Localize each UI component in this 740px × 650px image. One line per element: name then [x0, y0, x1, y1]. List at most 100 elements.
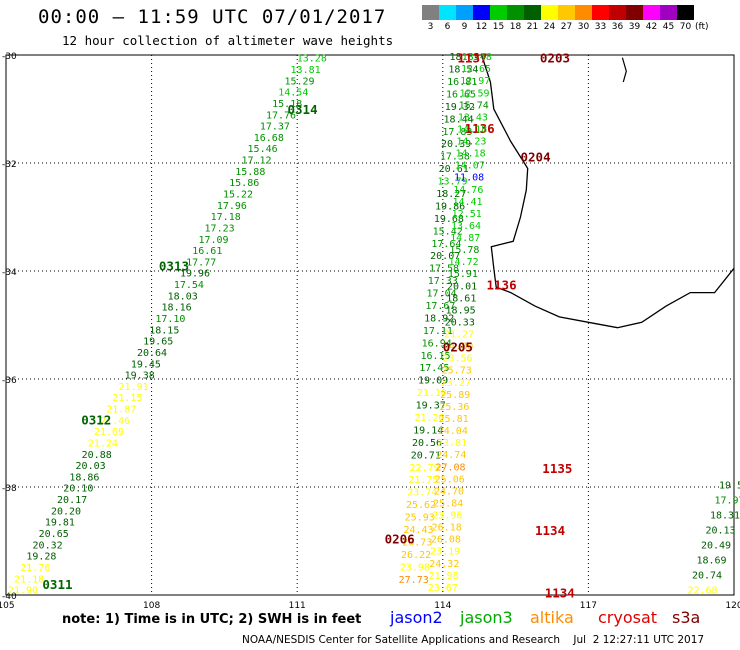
- wave-height-label: 20.49: [701, 541, 731, 552]
- wave-height-label: 13.48: [462, 52, 492, 63]
- wave-height-label: 17.18: [211, 212, 241, 223]
- wave-height-label: 20.88: [82, 450, 112, 461]
- wave-height-label: 18.54: [448, 65, 478, 76]
- wave-height-label: 24.04: [438, 426, 468, 437]
- page-title: 00:00 – 11:59 UTC 07/01/2017: [38, 6, 387, 28]
- colorbar-label: 21: [526, 22, 539, 32]
- wave-height-label: 16.65: [446, 89, 476, 100]
- wave-height-label: 15.91: [448, 269, 478, 280]
- colorbar-swatch: [541, 5, 558, 20]
- wave-height-label: 19.14: [413, 426, 443, 437]
- longitude-tick-label: 108: [143, 601, 160, 611]
- pass-time-label: 0206: [385, 531, 415, 546]
- colorbar-swatch: [473, 5, 490, 20]
- wave-height-label: 17.04: [427, 289, 457, 300]
- colorbar-label: 15: [492, 22, 505, 32]
- wave-height-label: 20.39: [441, 139, 471, 150]
- wave-height-label: 21.91: [119, 382, 149, 393]
- wave-height-label: 24.74: [436, 450, 466, 461]
- legend-satellite-cryosat: cryosat: [598, 608, 658, 627]
- wave-height-label: 22.68: [687, 586, 717, 597]
- colorbar-label: 24: [543, 22, 556, 32]
- wave-height-label: 19.96: [180, 269, 210, 280]
- wave-height-label: 19.81: [45, 518, 75, 529]
- wave-height-label: 27.73: [399, 575, 429, 586]
- map-frame: [5, 54, 735, 596]
- wave-height-label: 20.65: [39, 529, 69, 540]
- wave-height-label: 25.93: [405, 513, 435, 524]
- wave-height-label: 27.08: [435, 462, 465, 473]
- wave-height-label: 13.81: [291, 65, 321, 76]
- wave-height-label: 20.03: [76, 461, 106, 472]
- wave-height-label: 18.27: [436, 189, 466, 200]
- wave-height-label: 21.98: [429, 571, 459, 582]
- colorbar-label: 6: [444, 22, 451, 32]
- wave-height-label: 20.10: [63, 484, 93, 495]
- colorbar-label: 70: [679, 22, 692, 32]
- latitude-tick-label: -34: [2, 268, 17, 278]
- legend-satellite-altika: altika: [530, 608, 574, 627]
- wave-height-label: 18.44: [444, 114, 474, 125]
- wave-height-label: 26.18: [432, 523, 462, 534]
- pass-time-label: 0203: [540, 51, 570, 66]
- wave-height-label: 23.67: [428, 583, 458, 594]
- wave-height-label: 19.38: [125, 371, 155, 382]
- colorbar-swatch: [643, 5, 660, 20]
- wave-height-label: 19.37: [416, 401, 446, 412]
- wave-height-label: 24.32: [429, 559, 459, 570]
- pass-time-label: 1135: [542, 461, 572, 476]
- wave-height-label: 14.07: [455, 161, 485, 172]
- wave-height-label: 21.75: [408, 475, 438, 486]
- island-outline: [621, 57, 627, 83]
- wave-height-label: 16.81: [447, 77, 477, 88]
- wave-height-label: 12.59: [459, 88, 489, 99]
- latitude-tick-label: -32: [2, 160, 17, 170]
- wave-height-label: 21.76: [20, 563, 50, 574]
- wave-height-label: 15.86: [229, 178, 259, 189]
- wave-height-label: 17.64: [431, 239, 461, 250]
- wave-height-label: 15.78: [449, 245, 479, 256]
- longitude-tick-label: 111: [289, 601, 306, 611]
- wave-height-label: 17.77: [186, 257, 216, 268]
- wave-height-label: 18.61: [446, 293, 476, 304]
- wave-height-label: 15.88: [235, 167, 265, 178]
- wave-height-label: 17.10: [155, 314, 185, 325]
- colorbar-label: 36: [611, 22, 624, 32]
- wave-height-label: 17.45: [419, 363, 449, 374]
- colorbar-swatch: [490, 5, 507, 20]
- wave-height-label: 16.15: [420, 351, 450, 362]
- wave-height-label: 14.18: [457, 125, 487, 136]
- longitude-tick-label: 114: [434, 601, 451, 611]
- colorbar-label: 39: [628, 22, 641, 32]
- wave-height-label: 25.81: [439, 414, 469, 425]
- pass-time-label: 1136: [465, 121, 495, 136]
- wave-height-label: 12.97: [460, 76, 490, 87]
- wave-height-label: 16.94: [422, 338, 452, 349]
- wave-height-label: 19.65: [143, 337, 173, 348]
- colorbar-unit: (ft): [695, 22, 709, 32]
- wave-height-label: 14.18: [456, 149, 486, 160]
- wave-height-label: 20.64: [137, 348, 167, 359]
- wave-height-label: 17.97: [714, 495, 740, 506]
- latitude-tick-label: -36: [2, 376, 17, 386]
- wave-height-label: 18.92: [424, 313, 454, 324]
- wave-height-label: 18.69: [696, 556, 726, 567]
- latitude-tick-label: -38: [2, 484, 17, 494]
- colorbar-label: 42: [645, 22, 658, 32]
- wave-height-label: 15.22: [223, 190, 253, 201]
- wave-height-label: 24.00: [443, 342, 473, 353]
- wave-height-label: 13.43: [458, 112, 488, 123]
- wave-height-label: 19.55: [719, 480, 740, 491]
- wave-height-label: 14.41: [452, 197, 482, 208]
- colorbar-swatch: [524, 5, 541, 20]
- legend-satellite-jason3: jason3: [460, 608, 513, 627]
- wave-height-label: 15.42: [433, 226, 463, 237]
- wave-height-label: 15.46: [248, 144, 278, 155]
- wave-height-label: 21.27: [444, 330, 474, 341]
- wave-height-label: 17.76: [266, 110, 296, 121]
- wave-height-label: 13.28: [297, 54, 327, 65]
- wave-height-label: 17.11: [423, 326, 453, 337]
- wave-height-label: 15.29: [284, 76, 314, 87]
- colorbar-swatch: [558, 5, 575, 20]
